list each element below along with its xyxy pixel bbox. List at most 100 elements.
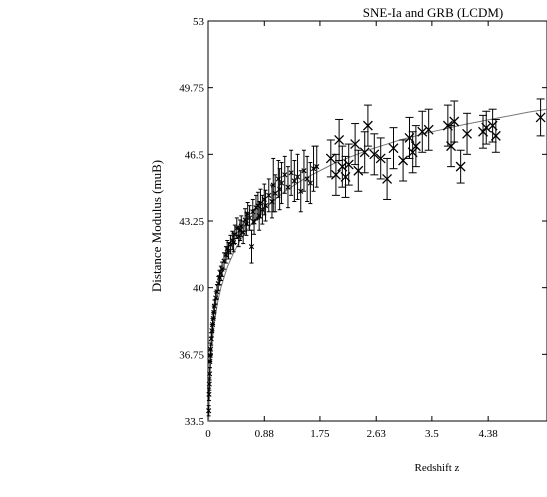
- y-tick-label: 53: [193, 16, 205, 28]
- x-marker: [423, 124, 434, 135]
- x-marker: [449, 116, 460, 127]
- data-point: [291, 159, 297, 203]
- x-marker: [301, 168, 307, 174]
- data-point: [262, 189, 269, 222]
- x-marker: [266, 192, 272, 198]
- data-point: [334, 118, 345, 161]
- data-point: [282, 155, 288, 194]
- x-marker: [310, 166, 317, 172]
- x-marker: [382, 173, 393, 184]
- x-marker: [285, 184, 291, 190]
- x-marker: [206, 381, 212, 387]
- x-tick-label: 3.5: [425, 428, 439, 440]
- data-point: [285, 166, 291, 209]
- x-marker: [314, 164, 320, 170]
- plot-axes: 33.5 36.75 40 43.25 46.5 49.75 53 0 0.88 1.75 2.63…: [179, 16, 547, 440]
- y-tick-label: 40: [193, 283, 205, 295]
- x-marker: [343, 159, 354, 170]
- data-point: [278, 162, 285, 205]
- data-point: [449, 100, 460, 143]
- data-point: [359, 131, 370, 174]
- x-marker: [288, 170, 294, 176]
- data-point: [337, 145, 348, 188]
- data-point: [353, 149, 364, 192]
- x-marker: [282, 172, 288, 178]
- x-marker: [462, 128, 473, 139]
- data-point: [388, 127, 399, 170]
- x-marker: [298, 188, 304, 194]
- data-point: [207, 342, 214, 356]
- x-marker: [251, 219, 257, 225]
- data-points-layer: [206, 98, 546, 417]
- y-axis-label: Distance Modulus (muB): [149, 160, 164, 292]
- x-marker: [350, 139, 361, 150]
- x-marker: [410, 141, 421, 152]
- x-marker: [353, 165, 364, 176]
- data-point: [304, 155, 310, 203]
- data-point: [206, 377, 212, 391]
- x-marker: [246, 215, 253, 221]
- x-tick-label: 1.75: [310, 428, 330, 440]
- data-point: [266, 178, 272, 213]
- x-marker: [206, 391, 212, 397]
- x-tick-label: 4.38: [479, 428, 499, 440]
- x-marker: [490, 130, 501, 141]
- x-marker: [369, 149, 380, 160]
- data-point: [301, 149, 307, 192]
- data-point: [251, 209, 257, 235]
- data-point: [362, 104, 373, 147]
- x-marker: [211, 303, 217, 309]
- x-marker: [207, 346, 214, 352]
- x-marker: [481, 122, 492, 133]
- data-point: [206, 405, 212, 417]
- x-marker: [398, 155, 409, 166]
- x-tick-label: 2.63: [367, 428, 387, 440]
- y-tick-label: 33.5: [185, 416, 205, 428]
- x-marker: [262, 203, 269, 209]
- x-marker: [375, 153, 386, 164]
- x-marker: [334, 135, 345, 145]
- x-marker: [272, 190, 278, 196]
- y-tick-label: 46.5: [185, 149, 205, 161]
- x-tick-label: 0.88: [255, 428, 275, 440]
- x-marker: [535, 112, 546, 123]
- y-tick-label: 36.75: [179, 349, 204, 361]
- x-marker: [294, 174, 301, 180]
- data-point: [298, 170, 304, 213]
- data-point: [398, 139, 409, 182]
- data-point: [248, 229, 255, 264]
- data-point: [330, 153, 341, 196]
- data-point: [343, 143, 354, 186]
- x-marker: [207, 371, 213, 377]
- chart-title: SNE-Ia and GRB (LCDM): [363, 5, 503, 20]
- x-marker: [307, 180, 313, 186]
- y-tick-label: 43.25: [179, 216, 204, 228]
- labels-layer: SNE-Ia and GRB (LCDM) Redshift z Distanc…: [149, 5, 503, 474]
- data-point: [462, 112, 473, 155]
- data-point: [325, 139, 336, 178]
- x-marker: [291, 178, 297, 184]
- data-point: [490, 118, 501, 153]
- x-marker: [388, 143, 399, 154]
- x-marker: [208, 336, 214, 342]
- x-marker: [359, 147, 370, 158]
- x-marker: [417, 126, 428, 137]
- data-point: [375, 137, 386, 180]
- x-marker: [455, 161, 466, 172]
- x-tick-label: 0: [205, 428, 211, 440]
- data-point: [410, 125, 421, 168]
- data-point: [481, 110, 492, 145]
- data-point: [382, 157, 393, 200]
- data-point: [272, 174, 278, 213]
- x-axis-label: Redshift z: [415, 462, 460, 474]
- data-point: [455, 149, 466, 184]
- data-point: [350, 123, 361, 166]
- x-marker: [206, 408, 212, 414]
- x-marker: [248, 244, 255, 250]
- data-point: [423, 108, 434, 151]
- data-point: [288, 149, 294, 196]
- data-point: [307, 162, 313, 205]
- x-marker: [304, 176, 310, 182]
